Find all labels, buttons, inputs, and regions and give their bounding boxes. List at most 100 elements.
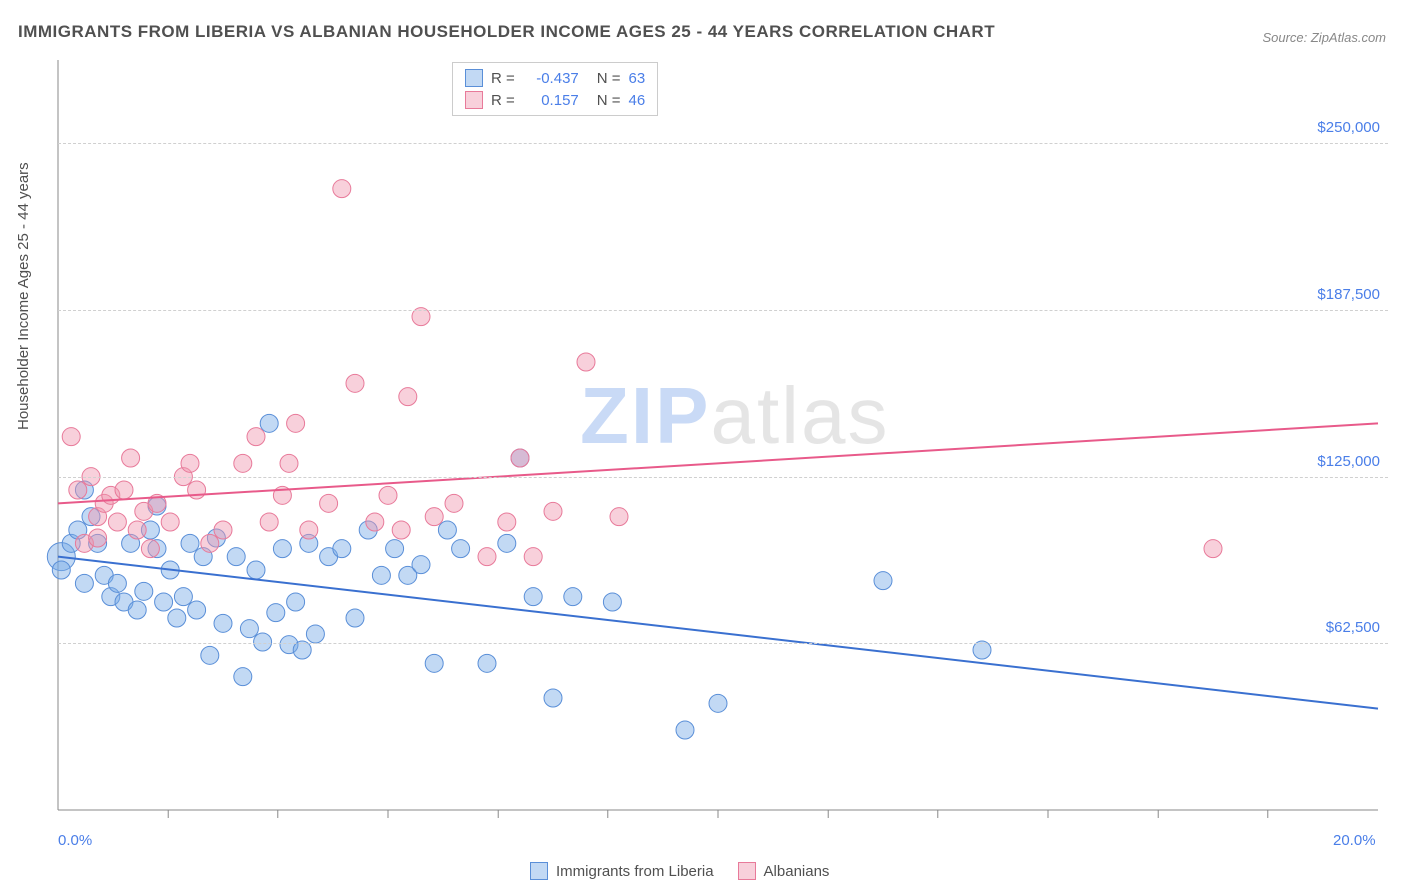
scatter-point (287, 414, 305, 432)
scatter-point (108, 513, 126, 531)
scatter-point (379, 486, 397, 504)
scatter-point (709, 694, 727, 712)
scatter-point (498, 513, 516, 531)
scatter-point (333, 540, 351, 558)
scatter-point (267, 604, 285, 622)
scatter-point (1204, 540, 1222, 558)
y-tick-label: $187,500 (1317, 286, 1380, 303)
scatter-point (254, 633, 272, 651)
scatter-point (227, 548, 245, 566)
scatter-point (478, 548, 496, 566)
scatter-point (247, 561, 265, 579)
scatter-point (128, 601, 146, 619)
scatter-point (445, 494, 463, 512)
correlation-legend: R = -0.437N = 63R = 0.157N = 46 (452, 62, 658, 116)
scatter-point (52, 561, 70, 579)
gridline (58, 143, 1388, 144)
scatter-plot-svg (58, 60, 1388, 820)
scatter-point (333, 180, 351, 198)
scatter-point (75, 574, 93, 592)
legend-n-value: 63 (629, 70, 646, 87)
scatter-point (320, 494, 338, 512)
scatter-point (524, 588, 542, 606)
scatter-point (564, 588, 582, 606)
y-tick-label: $125,000 (1317, 453, 1380, 470)
y-tick-label: $250,000 (1317, 119, 1380, 136)
legend-r-label: R = (491, 70, 515, 87)
scatter-point (214, 614, 232, 632)
legend-item: Immigrants from Liberia (530, 862, 714, 880)
scatter-point (498, 534, 516, 552)
scatter-point (234, 668, 252, 686)
scatter-point (201, 646, 219, 664)
scatter-point (69, 481, 87, 499)
scatter-point (240, 620, 258, 638)
legend-r-label: R = (491, 92, 515, 109)
gridline (58, 477, 1388, 478)
scatter-point (168, 609, 186, 627)
scatter-point (346, 609, 364, 627)
legend-swatch (465, 69, 483, 87)
scatter-point (287, 593, 305, 611)
legend-n-label: N = (597, 70, 621, 87)
legend-r-value: -0.437 (523, 70, 579, 87)
source-label: Source: ZipAtlas.com (1262, 30, 1386, 45)
scatter-point (346, 374, 364, 392)
scatter-point (181, 454, 199, 472)
scatter-point (201, 534, 219, 552)
scatter-point (676, 721, 694, 739)
scatter-point (141, 540, 159, 558)
scatter-point (62, 428, 80, 446)
scatter-point (425, 508, 443, 526)
scatter-point (280, 454, 298, 472)
scatter-point (544, 689, 562, 707)
x-tick-label: 20.0% (1333, 832, 1376, 849)
scatter-point (511, 449, 529, 467)
scatter-point (89, 529, 107, 547)
scatter-point (399, 388, 417, 406)
legend-n-label: N = (597, 92, 621, 109)
y-tick-label: $62,500 (1326, 619, 1380, 636)
scatter-point (478, 654, 496, 672)
scatter-point (128, 521, 146, 539)
scatter-point (603, 593, 621, 611)
scatter-point (174, 588, 192, 606)
legend-swatch (465, 91, 483, 109)
scatter-point (273, 540, 291, 558)
scatter-point (247, 428, 265, 446)
scatter-point (366, 513, 384, 531)
scatter-point (524, 548, 542, 566)
series-legend: Immigrants from Liberia Albanians (530, 862, 829, 880)
scatter-point (108, 574, 126, 592)
x-tick-label: 0.0% (58, 832, 92, 849)
scatter-point (610, 508, 628, 526)
scatter-point (188, 601, 206, 619)
scatter-point (161, 513, 179, 531)
gridline (58, 643, 1388, 644)
scatter-point (115, 481, 133, 499)
legend-label: Albanians (764, 863, 830, 880)
scatter-point (874, 572, 892, 590)
legend-swatch (530, 862, 548, 880)
chart-area: $62,500$125,000$187,500$250,0000.0%20.0% (58, 60, 1388, 820)
legend-r-value: 0.157 (523, 92, 579, 109)
scatter-point (234, 454, 252, 472)
scatter-point (260, 414, 278, 432)
chart-title: IMMIGRANTS FROM LIBERIA VS ALBANIAN HOUS… (18, 22, 995, 42)
legend-row: R = 0.157N = 46 (465, 89, 645, 111)
scatter-point (392, 521, 410, 539)
scatter-point (181, 534, 199, 552)
scatter-point (438, 521, 456, 539)
scatter-point (214, 521, 232, 539)
scatter-point (386, 540, 404, 558)
gridline (58, 310, 1388, 311)
scatter-point (122, 449, 140, 467)
scatter-point (577, 353, 595, 371)
legend-swatch (738, 862, 756, 880)
scatter-point (372, 566, 390, 584)
legend-row: R = -0.437 N = 63 (465, 67, 645, 89)
y-axis-label: Householder Income Ages 25 - 44 years (15, 162, 32, 430)
scatter-point (135, 582, 153, 600)
legend-label: Immigrants from Liberia (556, 863, 714, 880)
scatter-point (544, 502, 562, 520)
